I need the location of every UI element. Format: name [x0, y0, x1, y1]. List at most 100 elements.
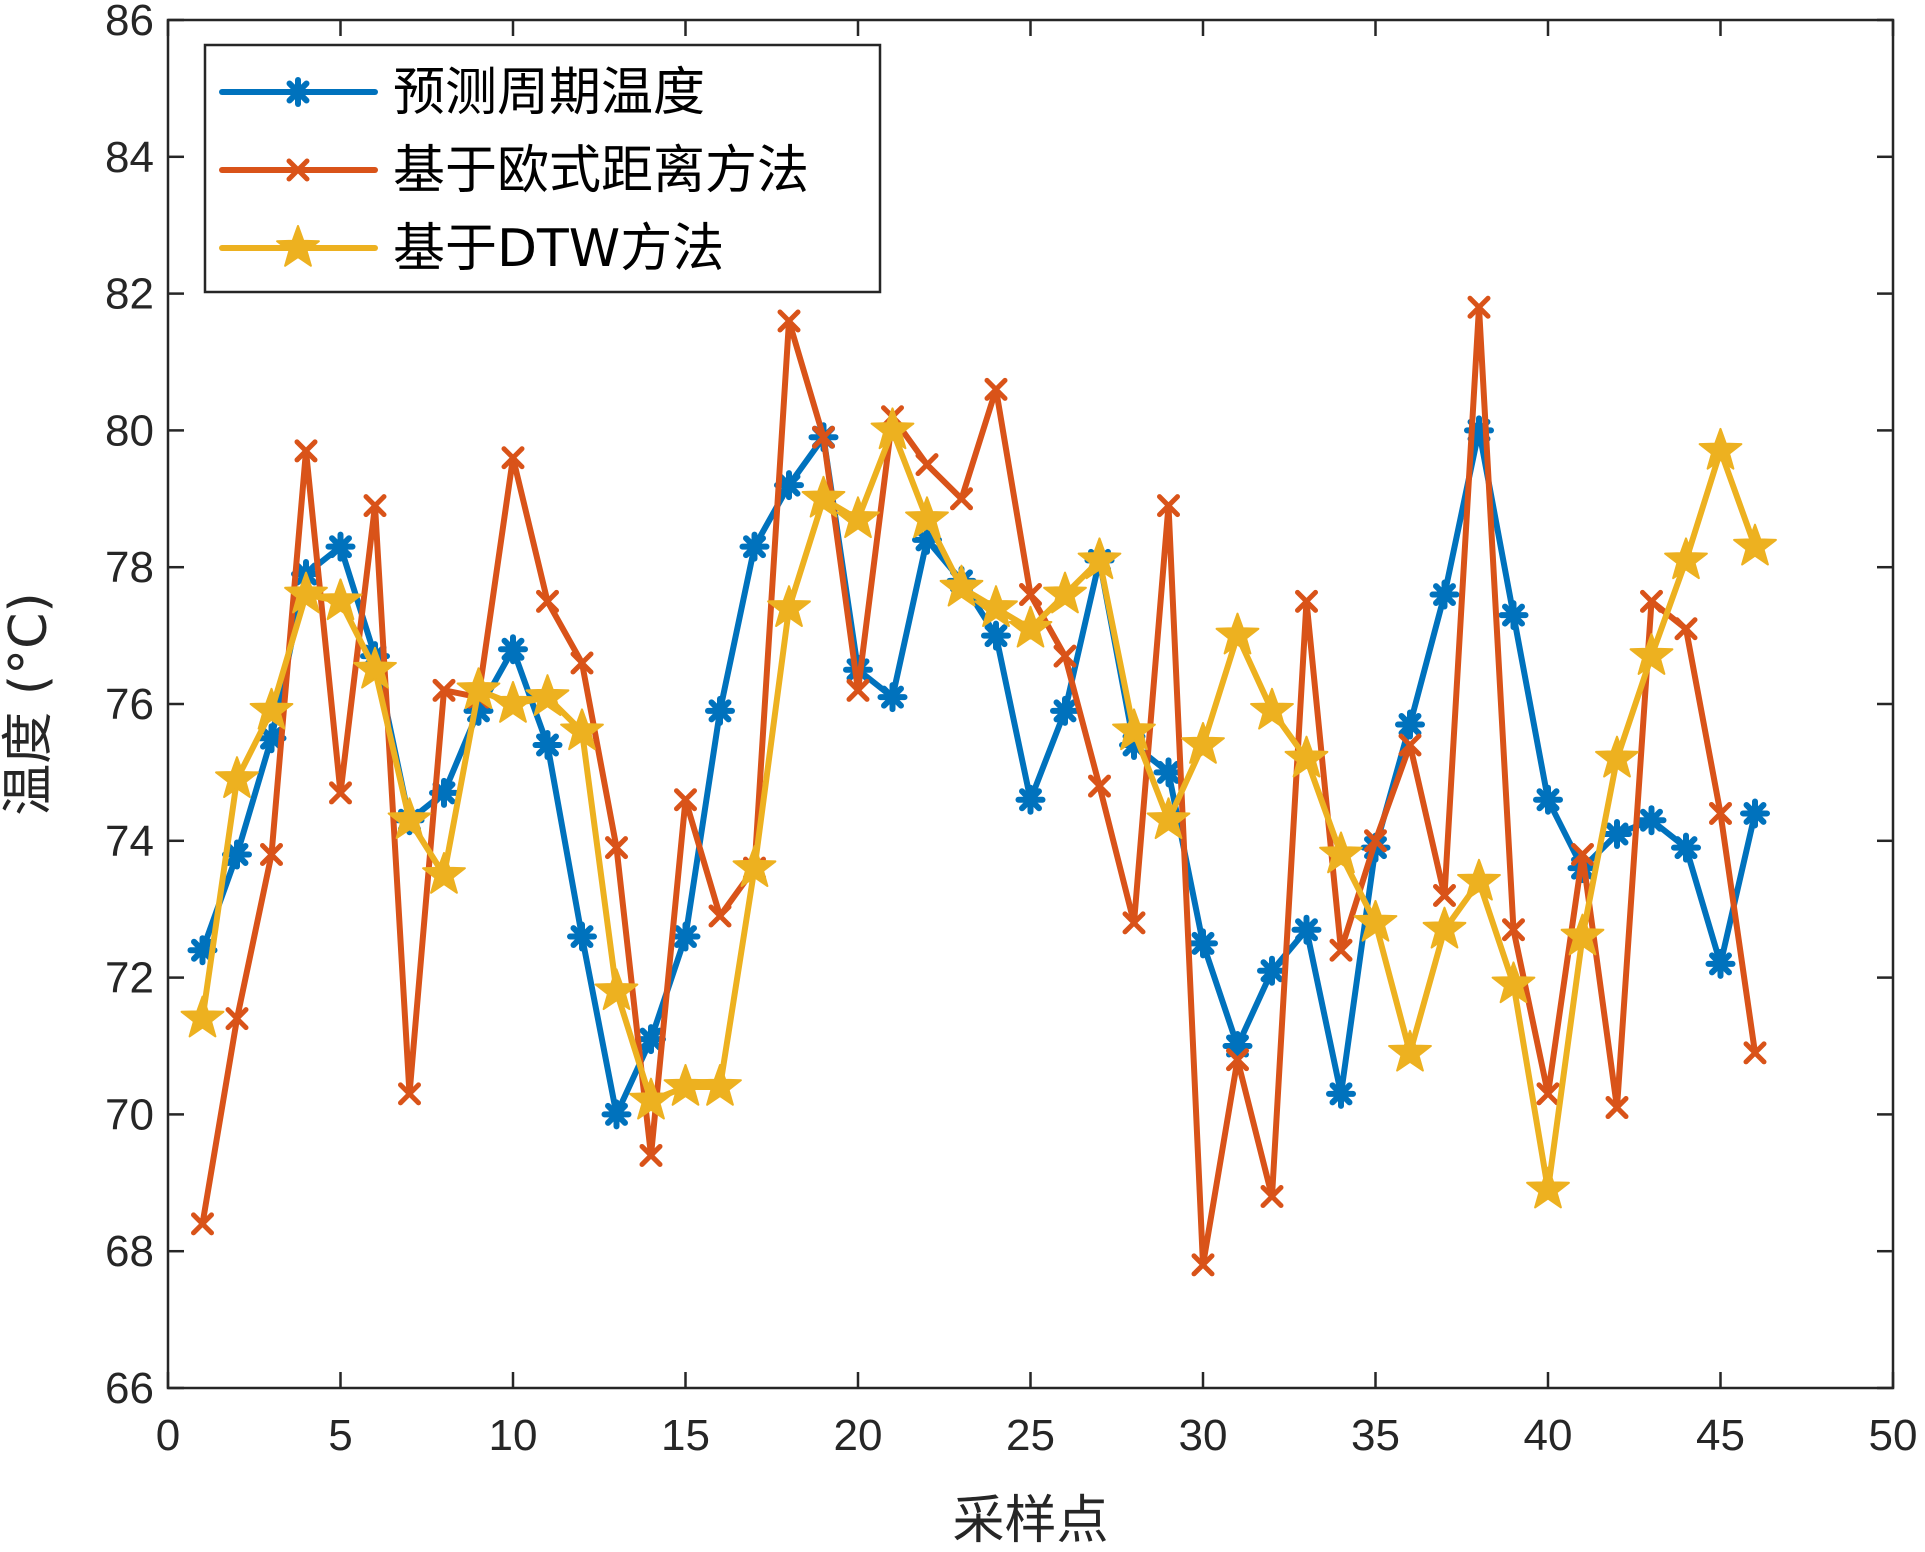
y-tick-label: 76	[105, 680, 154, 729]
x-tick-label: 0	[156, 1411, 180, 1460]
x-stroke	[1157, 494, 1180, 518]
x-marker	[1295, 589, 1318, 613]
star-marker	[215, 756, 259, 798]
star-shape	[276, 225, 320, 267]
asterisk-marker	[601, 1099, 632, 1130]
star-shape	[1215, 612, 1260, 655]
x-marker	[1674, 617, 1698, 641]
star-marker	[698, 1064, 742, 1106]
x-marker	[1019, 583, 1042, 607]
star-shape	[629, 1077, 673, 1120]
asterisk-stroke	[1536, 788, 1560, 812]
x-stroke	[1605, 1096, 1629, 1120]
asterisk-marker	[1188, 928, 1218, 959]
star-marker	[1457, 858, 1501, 901]
asterisk-marker	[981, 620, 1011, 651]
x-marker	[329, 781, 352, 805]
x-tick-label: 10	[489, 1411, 538, 1460]
asterisk-stroke	[881, 685, 904, 709]
series-2	[191, 295, 1767, 1277]
x-stroke	[286, 158, 310, 182]
star-marker	[284, 571, 328, 614]
star-marker	[732, 845, 777, 887]
x-marker	[294, 439, 318, 463]
x-tick-label: 45	[1696, 1411, 1745, 1460]
asterisk-stroke	[1260, 959, 1284, 983]
x-stroke	[570, 651, 594, 675]
asterisk-marker	[1395, 709, 1425, 740]
asterisk-marker	[567, 921, 597, 952]
star-shape	[318, 578, 363, 621]
x-marker	[1191, 1253, 1215, 1277]
x-stroke	[950, 487, 973, 511]
star-shape	[422, 852, 466, 894]
x-marker	[1743, 1041, 1767, 1065]
x-marker	[398, 1082, 421, 1106]
asterisk-stroke	[639, 1027, 663, 1051]
x-stroke	[329, 781, 352, 805]
star-marker	[870, 407, 915, 450]
legend-entry-2: 基于欧式距离方法	[219, 141, 809, 201]
x-stroke	[1640, 589, 1663, 613]
star-shape	[1595, 735, 1639, 778]
x-marker	[501, 446, 525, 470]
series-3	[180, 407, 1777, 1209]
y-tick-label: 70	[105, 1090, 154, 1139]
x-marker	[605, 836, 628, 860]
star-marker	[387, 797, 432, 840]
star-marker	[1629, 633, 1674, 675]
asterisk-stroke	[1674, 836, 1698, 860]
x-axis-label: 采样点	[952, 1491, 1108, 1551]
asterisk-stroke	[260, 726, 283, 750]
x-stroke	[812, 425, 835, 449]
x-marker	[674, 788, 697, 812]
asterisk-marker	[636, 1024, 666, 1055]
asterisk-stroke	[1329, 1082, 1353, 1106]
x-stroke	[674, 788, 697, 812]
asterisk-stroke	[1295, 918, 1318, 942]
star-shape	[939, 564, 984, 607]
star-marker	[836, 496, 880, 539]
x-marker	[1433, 884, 1456, 908]
y-tick-label: 68	[105, 1227, 154, 1276]
x-stroke	[777, 309, 801, 333]
asterisk-marker	[1257, 955, 1287, 986]
x-marker	[1088, 774, 1111, 798]
x-marker	[1260, 1184, 1284, 1208]
star-marker	[801, 475, 846, 518]
star-shape	[974, 585, 1018, 627]
x-stroke	[294, 439, 318, 463]
x-stroke	[1019, 583, 1042, 607]
x-stroke	[363, 494, 387, 518]
star-shape	[594, 968, 639, 1011]
star-shape	[836, 496, 880, 539]
y-tick-label: 74	[105, 817, 154, 866]
star-marker	[1008, 605, 1053, 648]
asterisk-marker	[1498, 600, 1529, 631]
x-marker	[225, 1007, 249, 1031]
x-stroke	[708, 904, 732, 928]
series-1	[187, 415, 1770, 1130]
star-shape	[215, 756, 259, 798]
star-marker	[1664, 537, 1708, 580]
star-marker	[1250, 687, 1294, 730]
asterisk-stroke	[777, 473, 801, 497]
asterisk-marker	[877, 682, 908, 713]
star-shape	[1491, 961, 1536, 1004]
star-shape	[1146, 797, 1191, 840]
star-shape	[491, 681, 535, 723]
asterisk-stroke	[536, 733, 559, 757]
x-stroke	[1536, 1082, 1560, 1106]
x-marker	[846, 678, 870, 702]
star-marker	[491, 681, 535, 723]
asterisk-stroke	[329, 535, 352, 559]
legend-entry-1: 预测周期温度	[219, 63, 705, 123]
legend-star-marker	[276, 225, 320, 267]
x-stroke	[432, 678, 456, 702]
x-stroke	[1467, 295, 1491, 319]
star-marker	[1491, 961, 1536, 1004]
star-marker	[1388, 1029, 1432, 1072]
plot-area	[168, 20, 1893, 1388]
x-stroke	[846, 678, 870, 702]
x-stroke	[1295, 589, 1318, 613]
